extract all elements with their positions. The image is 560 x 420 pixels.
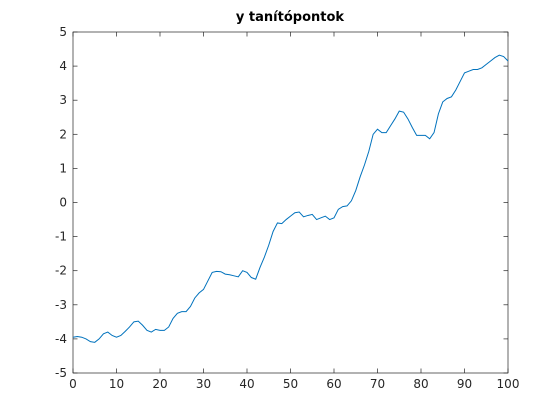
x-tick-label: 40 [239, 377, 254, 391]
chart-title: y tanítópontok [236, 10, 344, 25]
y-tick-label: -4 [55, 332, 67, 346]
y-tick-label: -3 [55, 298, 67, 312]
x-tick-label: 80 [413, 377, 428, 391]
y-tick-label: 2 [59, 127, 67, 141]
x-tick-label: 50 [283, 377, 298, 391]
x-tick-label: 30 [196, 377, 211, 391]
y-tick-label: 4 [59, 59, 67, 73]
axes-box [72, 31, 509, 374]
x-tick-label: 10 [109, 377, 124, 391]
plot-area [73, 32, 508, 373]
line-series [72, 54, 509, 343]
x-tick-label: 90 [457, 377, 472, 391]
y-tick-label: 1 [59, 161, 67, 175]
y-tick-label: -1 [55, 230, 67, 244]
x-tick-label: 60 [326, 377, 341, 391]
y-tick-label: 3 [59, 93, 67, 107]
x-tick-label: 20 [152, 377, 167, 391]
y-tick-label: -5 [55, 366, 67, 380]
y-tick-label: 5 [59, 25, 67, 39]
y-tick-label: 0 [59, 196, 67, 210]
x-tick-label: 100 [497, 377, 520, 391]
y-tick-label: -2 [55, 264, 67, 278]
x-tick-label: 70 [370, 377, 385, 391]
x-tick-label: 0 [69, 377, 77, 391]
